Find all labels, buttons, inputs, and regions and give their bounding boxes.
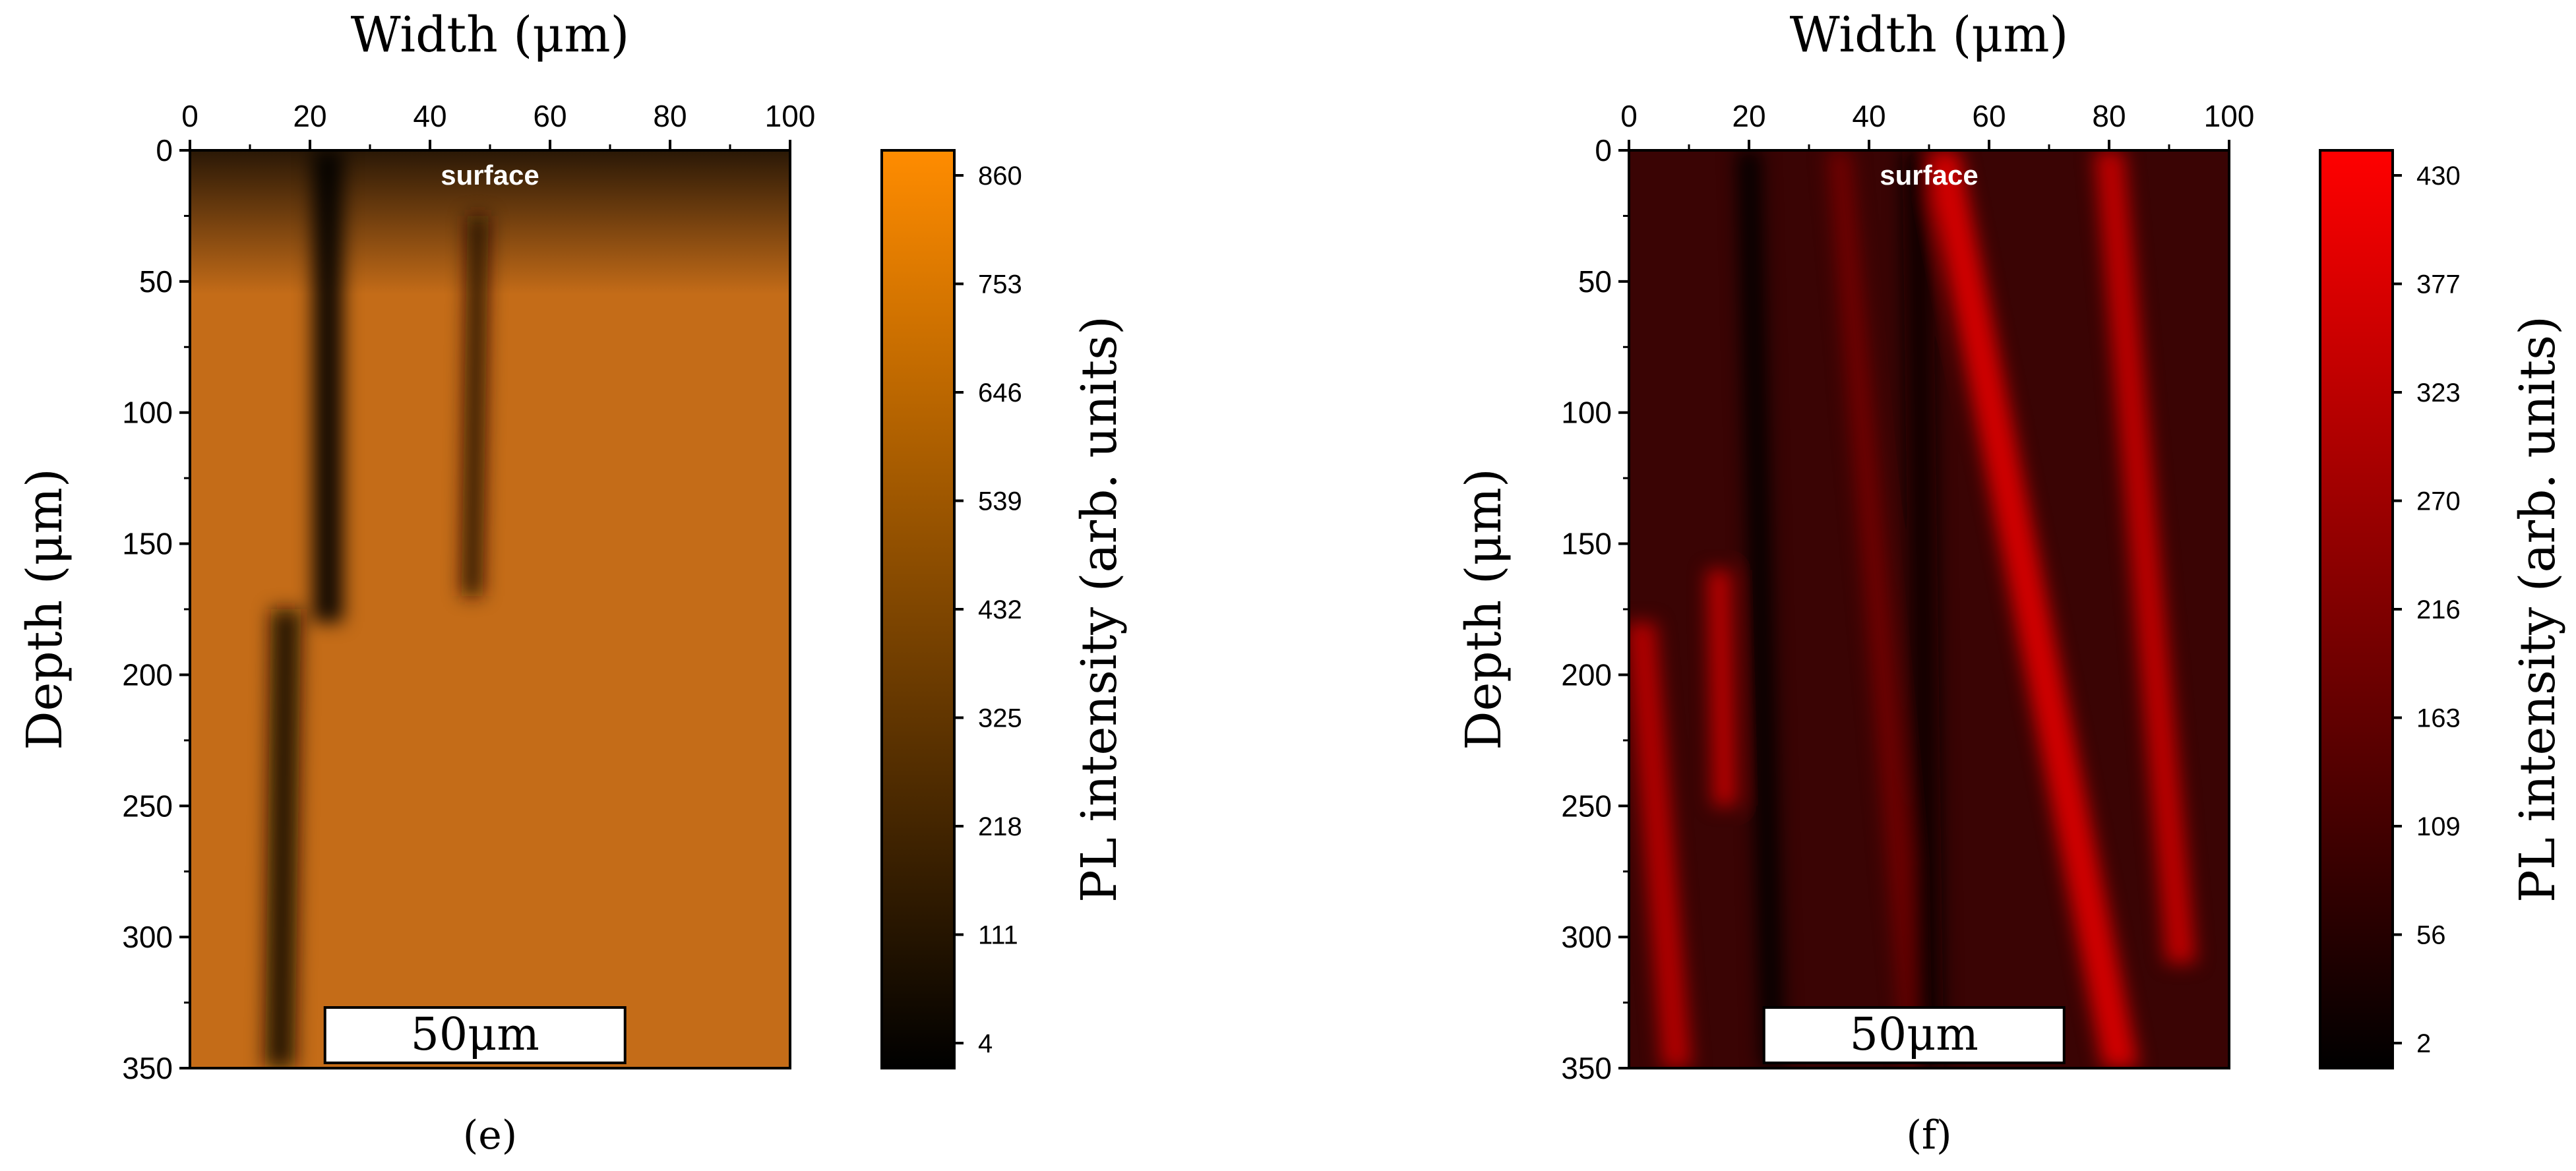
heatmap-area	[190, 150, 790, 1068]
panel-label: (f)	[1906, 1112, 1951, 1158]
heatmap-streak-5	[1736, 150, 1785, 1068]
chart-panel-e: 0 50 100 150 200 250 300 350 0 20 40 60 80 100 Width (…	[16, 7, 1128, 1158]
x-tick-label: 100	[765, 99, 816, 133]
x-axis-title: Width (μm)	[1790, 7, 2069, 63]
y-axis-title: Depth (μm)	[16, 468, 73, 750]
colorbar-tick-label: 432	[978, 595, 1022, 624]
panel-label: (e)	[463, 1112, 517, 1158]
y-tick-label: 250	[1561, 789, 1612, 823]
colorbar-tick-label: 860	[978, 162, 1022, 191]
colorbar-tick-label: 216	[2416, 595, 2461, 624]
scale-bar-label: 50μm	[411, 1009, 539, 1061]
heatmap-streak-1	[461, 216, 489, 597]
x-tick-label: 0	[181, 99, 199, 133]
colorbar	[2319, 149, 2394, 1069]
heatmap-features	[1629, 150, 2196, 1068]
heatmap-streak-2	[264, 609, 301, 1068]
x-tick-label: 20	[1732, 99, 1765, 133]
x-tick-label: 40	[413, 99, 446, 133]
colorbar-tick-label: 539	[978, 487, 1022, 516]
x-tick-label: 80	[2092, 99, 2126, 133]
surface-annotation: surface	[441, 160, 539, 191]
colorbar-title: PL intensity (arb. units)	[2509, 316, 2566, 903]
heatmap-area	[1629, 150, 2229, 1068]
x-tick-label: 80	[653, 99, 687, 133]
surface-shading	[190, 150, 790, 295]
heatmap-streak-0	[313, 150, 344, 622]
colorbar-title: PL intensity (arb. units)	[1071, 316, 1128, 903]
colorbar-tick-label: 109	[2416, 812, 2461, 841]
y-tick-label: 100	[1561, 396, 1612, 430]
y-tick-label: 200	[1561, 657, 1612, 692]
heatmap-streak-1	[2094, 150, 2196, 963]
colorbar-tick-label: 111	[978, 921, 1018, 950]
surface-annotation: surface	[1880, 160, 1978, 191]
colorbar-tick-label: 218	[978, 812, 1022, 841]
y-axis-title: Depth (μm)	[1456, 468, 1512, 750]
heatmap-streak-3	[1629, 622, 1692, 1068]
y-tick-label: 300	[122, 920, 173, 954]
x-tick-label: 20	[293, 99, 326, 133]
colorbar-tick-label: 270	[2416, 487, 2461, 516]
y-tick-label: 350	[1561, 1051, 1612, 1085]
x-tick-label: 60	[1972, 99, 2006, 133]
y-tick-label: 300	[1561, 920, 1612, 954]
y-tick-label: 200	[122, 657, 173, 692]
y-tick-label: 0	[1595, 133, 1612, 167]
colorbar-tick-label: 56	[2416, 921, 2446, 950]
x-tick-label: 60	[533, 99, 567, 133]
heatmap-streak-6	[1902, 150, 1944, 1068]
y-tick-label: 150	[1561, 527, 1612, 561]
x-tick-label: 100	[2204, 99, 2255, 133]
colorbar-tick-label: 4	[978, 1029, 993, 1058]
y-tick-label: 150	[122, 527, 173, 561]
colorbar-tick-label: 377	[2416, 270, 2461, 299]
heatmap-streak-2	[1707, 570, 1737, 806]
y-tick-label: 0	[156, 133, 173, 167]
scale-bar	[323, 1006, 627, 1064]
scale-bar	[1762, 1006, 2066, 1064]
y-tick-label: 100	[122, 396, 173, 430]
colorbar	[880, 149, 956, 1069]
y-tick-label: 350	[122, 1051, 173, 1085]
colorbar-tick-label: 163	[2416, 704, 2461, 733]
colorbar-tick-label: 2	[2416, 1029, 2431, 1058]
colorbar-tick-label: 323	[2416, 378, 2461, 407]
y-tick-label: 50	[139, 264, 173, 299]
y-tick-label: 50	[1578, 264, 1612, 299]
colorbar-tick-label: 325	[978, 704, 1022, 733]
colorbar-tick-label: 753	[978, 270, 1022, 299]
x-tick-label: 40	[1852, 99, 1886, 133]
x-axis-title: Width (μm)	[351, 7, 630, 63]
colorbar-tick-label: 430	[2416, 162, 2461, 191]
colorbar-tick-label: 646	[978, 378, 1022, 407]
heatmap-streak-4	[1827, 150, 1929, 1068]
chart-panel-f: 0 50 100 150 200 250 300 350 0 20 40 60 80 100 Width (…	[1456, 7, 2566, 1158]
y-tick-label: 250	[122, 789, 173, 823]
heatmap-features	[264, 150, 489, 1068]
x-tick-label: 0	[1620, 99, 1638, 133]
heatmap-streak-0	[1922, 150, 2139, 1068]
scale-bar-label: 50μm	[1850, 1009, 1978, 1061]
